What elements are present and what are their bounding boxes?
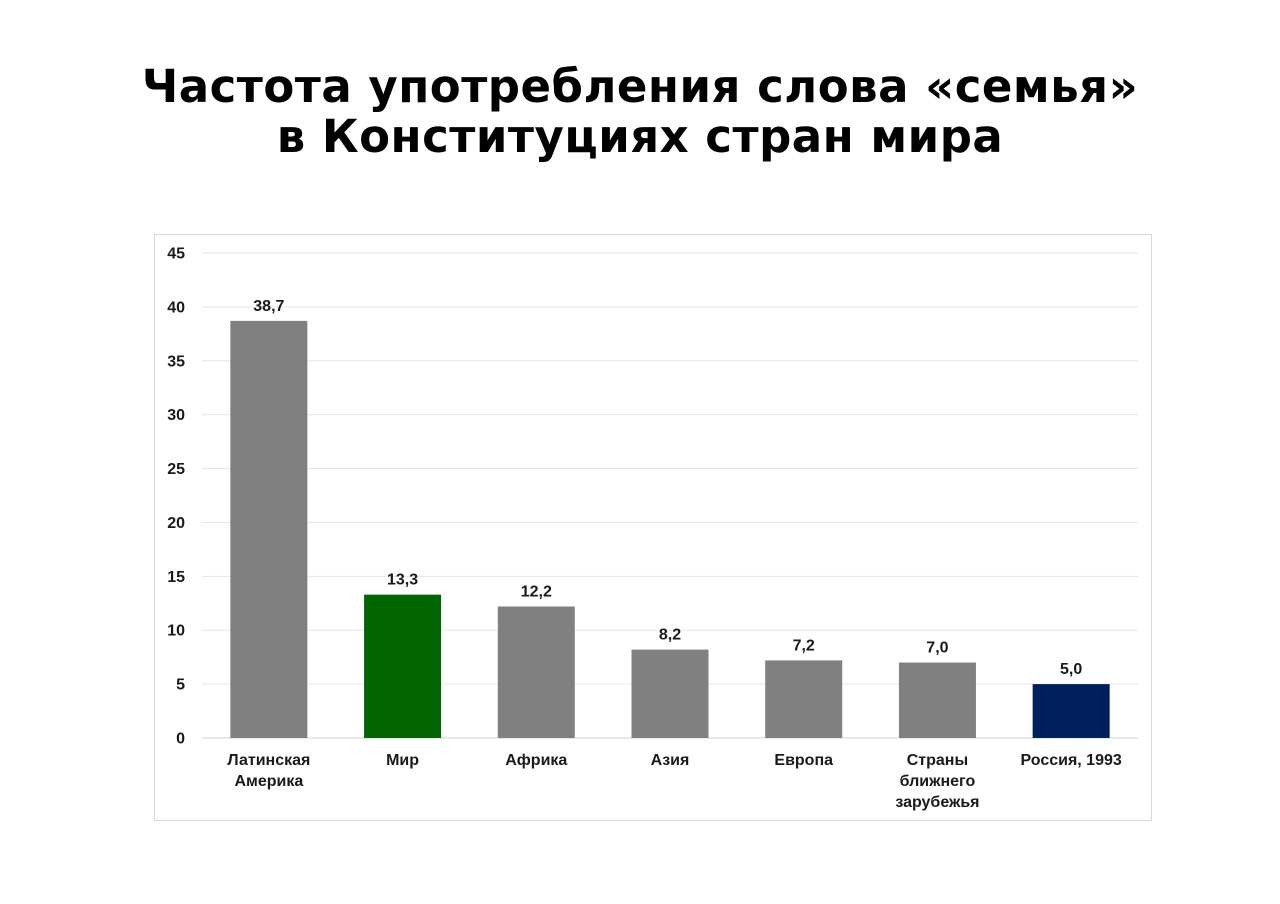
bar-3 [497, 606, 575, 738]
bar-chart: 0 5 10 15 20 25 30 35 40 45 38,7 Латинская Америка 13… [167, 246, 1138, 811]
x-category-label: Латинская Америка [227, 752, 310, 790]
y-tick-label: 15 [167, 569, 185, 586]
y-tick-label: 25 [167, 461, 185, 478]
x-category-label-line: Мир [386, 752, 419, 769]
x-category-label-line: Страны [907, 752, 968, 769]
page-title: Частота употребления слова «семья» в Кон… [0, 62, 1280, 162]
title-line-2: в Конституциях стран мира [276, 110, 1004, 163]
x-category-label: Европа [774, 752, 833, 769]
y-tick-label: 5 [176, 677, 185, 694]
y-tick-label: 35 [167, 353, 185, 370]
y-tick-label: 0 [176, 731, 185, 748]
bar-2 [364, 594, 442, 738]
x-category-label-line: Азия [651, 752, 690, 769]
bar-6 [898, 662, 976, 738]
x-category-label-line: Америка [234, 773, 303, 790]
x-category-label-line: Латинская [227, 752, 310, 769]
x-category-label: Россия, 1993 [1020, 752, 1121, 769]
x-category-label-line: Африка [505, 752, 567, 769]
x-category-label-line: Европа [774, 752, 833, 769]
y-tick-label: 30 [167, 407, 185, 424]
y-tick-label: 40 [167, 299, 185, 316]
bar-1 [230, 320, 308, 738]
bar-7 [1032, 684, 1110, 738]
x-category-label: Африка [505, 752, 567, 769]
x-category-label-line: зарубежья [895, 794, 979, 811]
data-label: 38,7 [253, 298, 284, 315]
chart-frame: 0 5 10 15 20 25 30 35 40 45 38,7 Латинская Америка 13… [154, 234, 1152, 821]
data-label: 13,3 [387, 572, 418, 589]
data-label: 5,0 [1060, 661, 1082, 678]
x-category-label: Мир [386, 752, 419, 769]
y-tick-label: 20 [167, 515, 185, 532]
y-tick-label: 45 [167, 246, 185, 263]
y-tick-label: 10 [167, 623, 185, 640]
bar-4 [631, 649, 709, 738]
data-label: 7,2 [793, 637, 815, 654]
x-category-label-line: Россия, 1993 [1020, 752, 1121, 769]
data-label: 7,0 [926, 640, 948, 657]
title-line-1: Частота употребления слова «семья» [141, 60, 1139, 113]
x-category-label-line: ближнего [900, 773, 976, 790]
data-label: 12,2 [521, 584, 552, 601]
bar-5 [765, 660, 843, 738]
data-label: 8,2 [659, 627, 681, 644]
x-category-label: Азия [651, 752, 690, 769]
x-category-label: Страны ближнего зарубежья [895, 752, 979, 811]
